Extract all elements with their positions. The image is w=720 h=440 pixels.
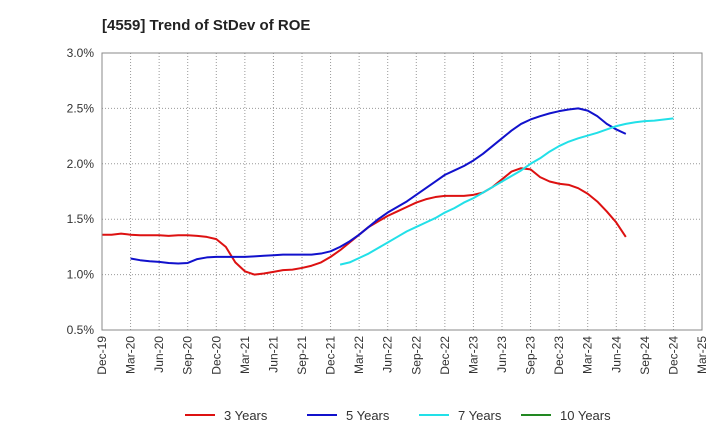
- legend-label: 5 Years: [346, 408, 390, 423]
- legend-label: 10 Years: [560, 408, 611, 423]
- chart-title: [4559] Trend of StDev of ROE: [102, 17, 310, 34]
- x-tick-label: Mar-21: [238, 336, 252, 374]
- x-tick-label: Jun-23: [495, 336, 509, 373]
- x-tick-label: Mar-20: [124, 336, 138, 374]
- x-tick-label: Mar-22: [352, 336, 366, 374]
- series-line: [339, 117, 674, 266]
- x-tick-label: Sep-21: [295, 336, 309, 375]
- series-line: [130, 107, 627, 265]
- legend-label: 7 Years: [458, 408, 502, 423]
- y-tick-label: 2.5%: [67, 101, 95, 115]
- x-axis-ticks: Dec-19 Mar-20 Jun-20 Sep-20 Dec-20 Mar-21 Jun-…: [95, 336, 709, 375]
- x-tick-label: Mar-25: [695, 336, 709, 374]
- x-tick-label: Sep-22: [409, 336, 423, 375]
- x-tick-label: Sep-20: [181, 336, 195, 375]
- x-tick-label: Dec-24: [666, 336, 680, 375]
- x-tick-label: Dec-21: [324, 336, 338, 375]
- x-tick-label: Sep-23: [524, 336, 538, 375]
- legend: 3 Years 5 Years 7 Years 10 Years: [185, 408, 611, 423]
- series-line: [102, 167, 627, 276]
- x-tick-label: Mar-24: [581, 336, 595, 374]
- y-axis-ticks: 0.5% 1.0% 1.5% 2.0% 2.5% 3.0%: [67, 46, 95, 337]
- grid: [101, 52, 703, 331]
- x-tick-label: Jun-24: [609, 336, 623, 373]
- series-lines: [102, 107, 674, 276]
- x-tick-label: Jun-21: [266, 336, 280, 373]
- plot-area: [101, 52, 703, 331]
- y-tick-label: 2.0%: [67, 157, 95, 171]
- x-tick-label: Dec-19: [95, 336, 109, 375]
- y-tick-label: 1.5%: [67, 212, 95, 226]
- y-tick-label: 0.5%: [67, 323, 95, 337]
- y-tick-label: 3.0%: [67, 46, 95, 60]
- legend-label: 3 Years: [224, 408, 268, 423]
- x-tick-label: Dec-23: [552, 336, 566, 375]
- x-tick-label: Mar-23: [466, 336, 480, 374]
- x-tick-label: Sep-24: [638, 336, 652, 375]
- y-tick-label: 1.0%: [67, 268, 95, 282]
- x-tick-label: Dec-20: [209, 336, 223, 375]
- x-tick-label: Dec-22: [438, 336, 452, 375]
- x-tick-label: Jun-22: [381, 336, 395, 373]
- x-tick-label: Jun-20: [152, 336, 166, 373]
